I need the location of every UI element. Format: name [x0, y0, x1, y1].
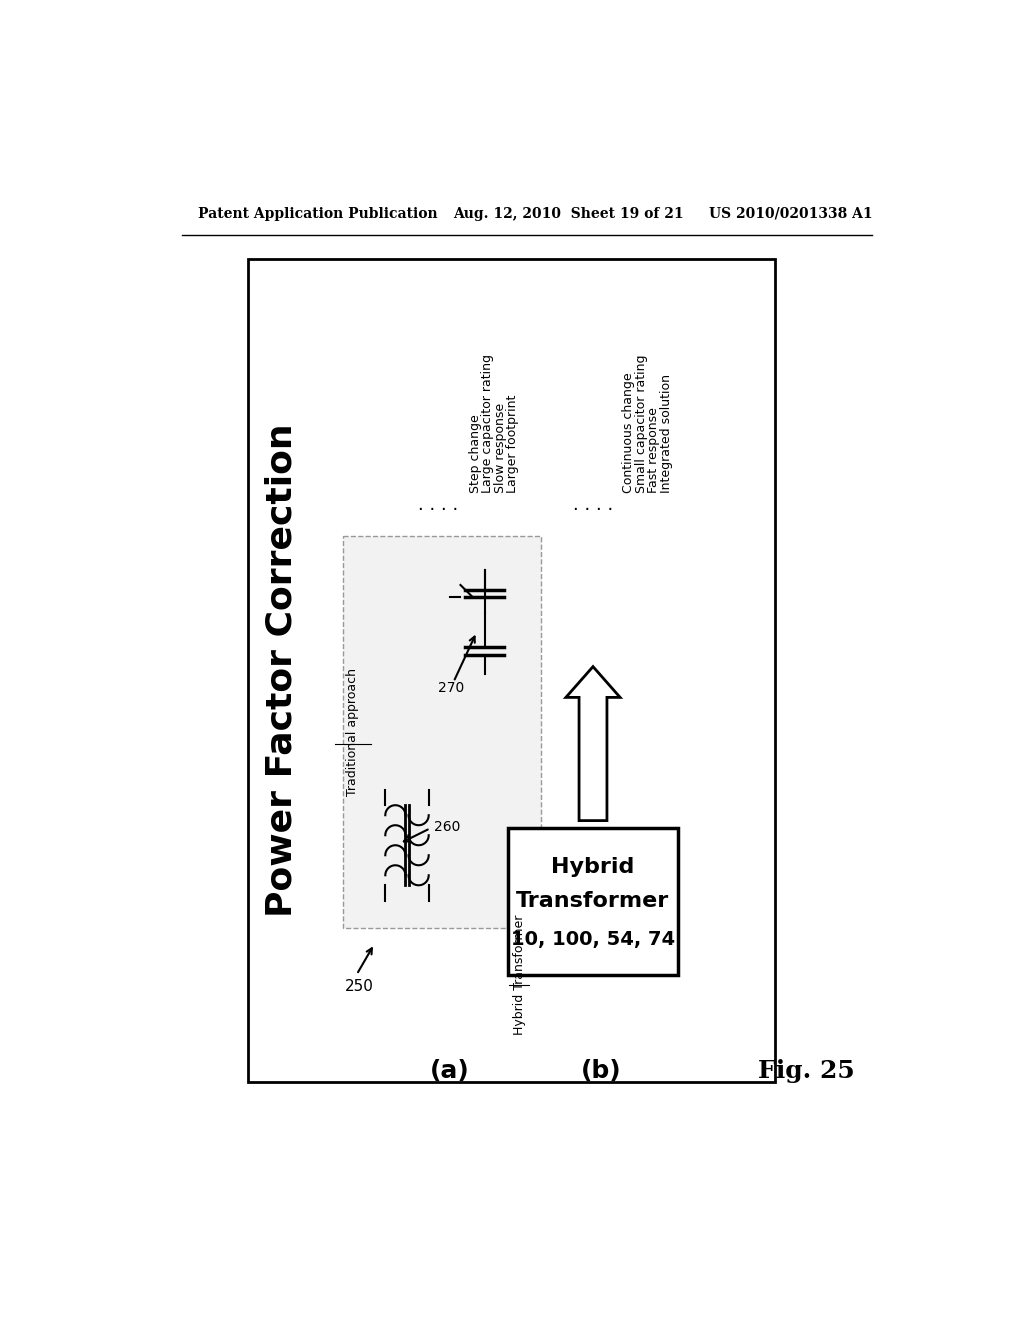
Text: 270: 270 — [438, 681, 464, 696]
Text: Power Factor Correction: Power Factor Correction — [264, 424, 298, 917]
Bar — [343, 536, 541, 928]
Text: Hybrid Transformer: Hybrid Transformer — [513, 915, 526, 1035]
Text: Small capacitor rating: Small capacitor rating — [635, 355, 648, 494]
Text: (b): (b) — [581, 1059, 622, 1082]
Text: 260: 260 — [434, 820, 461, 834]
Polygon shape — [566, 667, 621, 821]
Text: Larger footprint: Larger footprint — [506, 395, 519, 494]
Text: (a): (a) — [430, 1059, 469, 1082]
Text: Large capacitor rating: Large capacitor rating — [481, 354, 495, 494]
Bar — [248, 259, 775, 1082]
Text: Continuous change: Continuous change — [623, 372, 636, 494]
Text: Step change: Step change — [469, 414, 482, 494]
Text: Fig. 25: Fig. 25 — [758, 1059, 854, 1082]
Text: Integrated solution: Integrated solution — [659, 375, 673, 494]
Text: US 2010/0201338 A1: US 2010/0201338 A1 — [710, 207, 872, 220]
Text: Transformer: Transformer — [516, 891, 670, 911]
Text: . . . .: . . . . — [572, 496, 613, 513]
Text: . . . .: . . . . — [418, 496, 458, 513]
Text: Hybrid: Hybrid — [551, 857, 635, 876]
Text: 10, 100, 54, 74: 10, 100, 54, 74 — [511, 931, 675, 949]
Text: Traditional approach: Traditional approach — [346, 668, 359, 796]
Text: Patent Application Publication: Patent Application Publication — [198, 207, 437, 220]
Text: Fast response: Fast response — [647, 408, 660, 494]
Text: Aug. 12, 2010  Sheet 19 of 21: Aug. 12, 2010 Sheet 19 of 21 — [454, 207, 684, 220]
Bar — [508, 829, 678, 974]
Text: 250: 250 — [345, 978, 374, 994]
Text: Slow response: Slow response — [494, 403, 507, 494]
